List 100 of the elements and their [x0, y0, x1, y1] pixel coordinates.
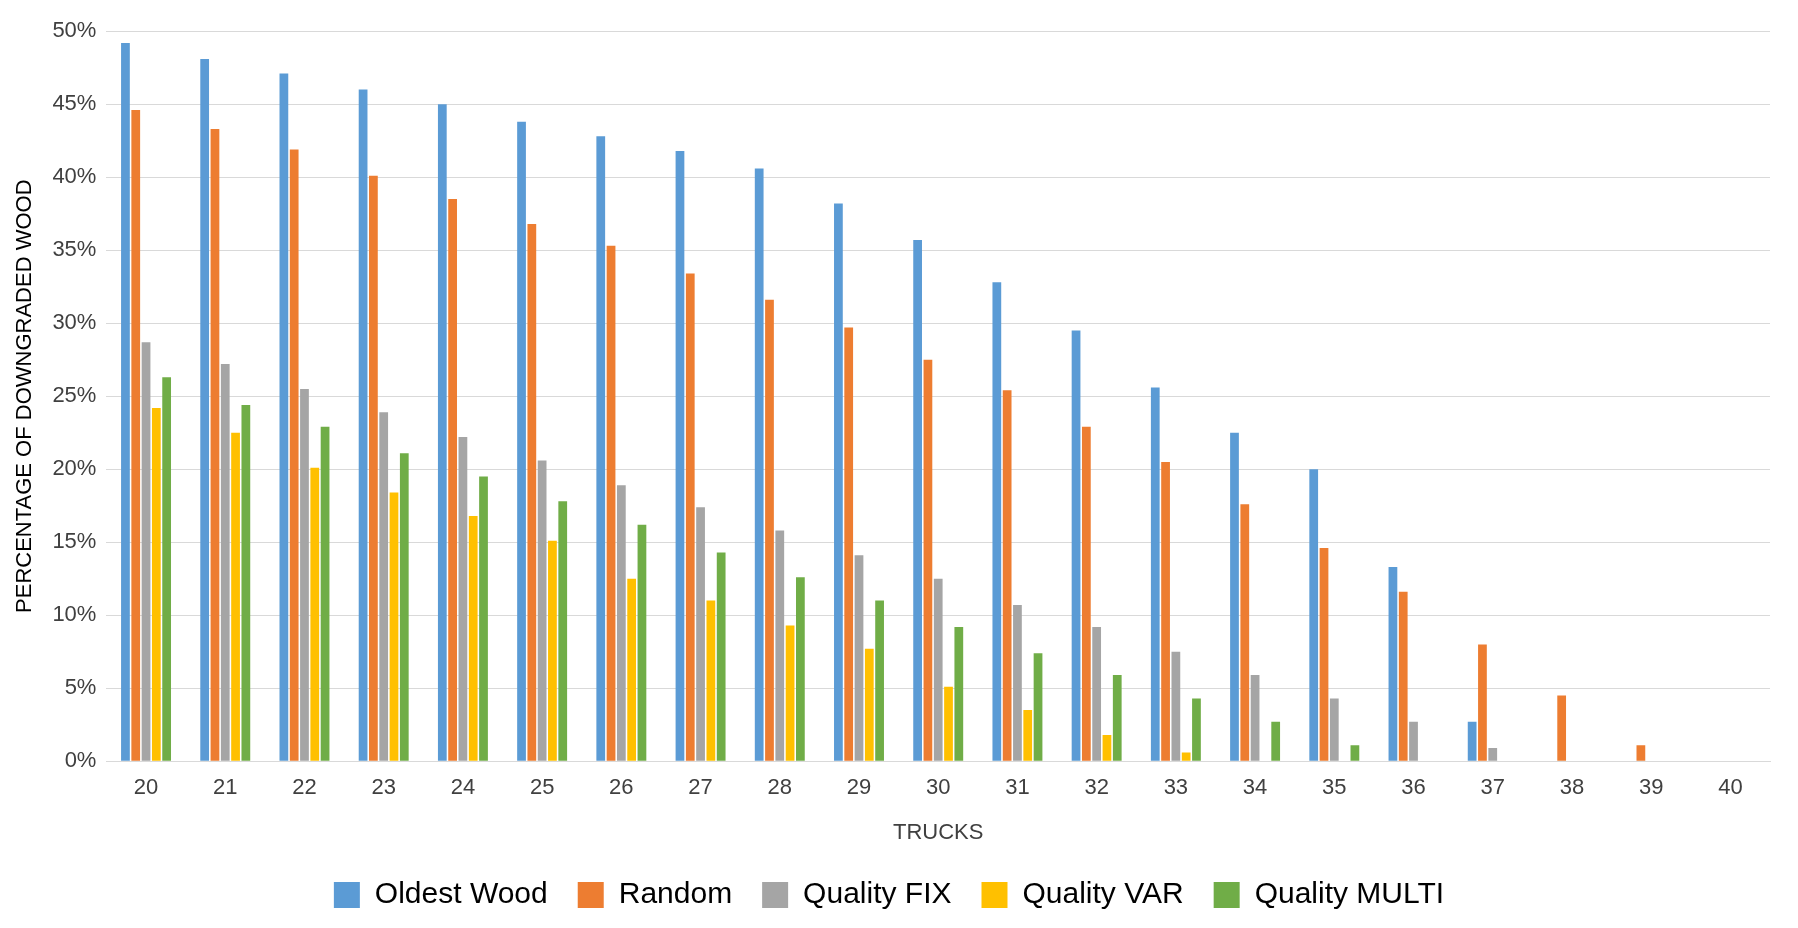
- x-tick-label: 23: [371, 774, 396, 800]
- y-tick-label: 30%: [52, 309, 97, 335]
- x-tick-label: 31: [1005, 774, 1030, 800]
- bar: [151, 407, 161, 761]
- bar: [616, 485, 626, 761]
- bar: [241, 404, 251, 761]
- bar: [944, 686, 953, 761]
- bar: [527, 223, 537, 761]
- x-tick-label: 34: [1242, 774, 1268, 800]
- bar: [1112, 675, 1122, 761]
- bar: [310, 467, 320, 761]
- bar: [358, 89, 368, 761]
- bar: [1240, 504, 1250, 761]
- bar: [696, 507, 705, 761]
- bar: [220, 364, 230, 761]
- y-tick-label: 40%: [52, 163, 97, 189]
- legend-label: Random: [618, 876, 733, 910]
- legend-label: Quality VAR: [1022, 876, 1184, 910]
- bar: [1181, 752, 1191, 761]
- bar: [1150, 387, 1160, 761]
- x-tick-label: 22: [292, 774, 317, 800]
- bar: [1350, 745, 1360, 761]
- bar: [300, 388, 309, 761]
- bar: [933, 578, 943, 761]
- bar: [1329, 698, 1339, 761]
- bar: [1092, 626, 1102, 761]
- x-tick-label: 35: [1322, 774, 1347, 800]
- bar: [1309, 469, 1319, 761]
- x-tick-label: 38: [1559, 774, 1585, 800]
- bar: [1023, 710, 1033, 761]
- bar: [844, 327, 854, 761]
- bar: [1250, 675, 1260, 761]
- bar: [517, 121, 526, 761]
- bar: [369, 175, 378, 761]
- bar: [458, 437, 468, 761]
- bar: [162, 377, 172, 761]
- bar: [121, 42, 130, 761]
- bar: [992, 282, 1002, 761]
- bar: [468, 515, 478, 761]
- bar: [775, 530, 785, 761]
- bar: [320, 426, 330, 761]
- bar: [913, 239, 922, 761]
- bar: [785, 625, 795, 761]
- bar: [754, 168, 764, 761]
- bar: [1488, 748, 1498, 761]
- bar: [289, 149, 299, 761]
- bar: [1319, 548, 1329, 761]
- bar: [854, 555, 864, 761]
- x-tick-label: 20: [133, 774, 159, 800]
- bar: [1636, 745, 1646, 761]
- bar: [1102, 734, 1112, 761]
- x-tick-label: 37: [1480, 774, 1505, 800]
- bar: [637, 524, 647, 761]
- y-axis-title: PERCENTAGE OF DOWNGRADED WOOD: [11, 179, 37, 613]
- bar: [923, 359, 933, 761]
- bar: [141, 342, 151, 761]
- bar: [1171, 651, 1181, 761]
- legend-label: Quality MULTI: [1254, 876, 1445, 910]
- bar: [537, 460, 547, 761]
- x-tick-label: 39: [1638, 774, 1664, 800]
- bar: [1398, 591, 1408, 761]
- x-axis-title: TRUCKS: [892, 818, 984, 844]
- bar: [834, 203, 843, 761]
- bar: [1478, 644, 1487, 761]
- y-tick-label: 50%: [52, 17, 97, 43]
- x-tick-label: 33: [1163, 774, 1189, 800]
- bar: [685, 273, 695, 761]
- bar: [1081, 426, 1091, 761]
- bar: [1230, 432, 1239, 761]
- bar: [675, 150, 685, 761]
- y-tick-label: 5%: [64, 674, 97, 700]
- y-tick-label: 0%: [64, 747, 97, 773]
- bar: [1071, 330, 1081, 761]
- x-tick-label: 40: [1718, 774, 1743, 800]
- bar: [1013, 604, 1022, 761]
- x-tick-label: 28: [767, 774, 793, 800]
- bar: [437, 104, 447, 761]
- y-tick-label: 15%: [52, 528, 97, 554]
- legend-label: Oldest Wood: [374, 876, 548, 910]
- bar: [1388, 567, 1398, 761]
- x-tick-label: 29: [846, 774, 872, 800]
- bar: [1467, 721, 1477, 761]
- bar: [1002, 390, 1012, 761]
- bar: [796, 577, 805, 761]
- x-tick-label: 30: [925, 774, 951, 800]
- bar: [1161, 461, 1170, 761]
- y-tick-label: 45%: [52, 90, 97, 116]
- bar: [864, 648, 874, 761]
- bar: [231, 432, 240, 761]
- y-tick-label: 10%: [52, 601, 97, 627]
- bar: [479, 476, 488, 761]
- y-tick-label: 20%: [52, 455, 97, 481]
- bar: [558, 501, 568, 761]
- bar: [596, 136, 606, 761]
- x-tick-label: 24: [450, 774, 476, 800]
- y-tick-label: 25%: [52, 382, 97, 408]
- bar: [1192, 698, 1201, 761]
- legend-label: Quality FIX: [803, 876, 952, 910]
- bar: [627, 578, 637, 761]
- bar: [954, 626, 964, 761]
